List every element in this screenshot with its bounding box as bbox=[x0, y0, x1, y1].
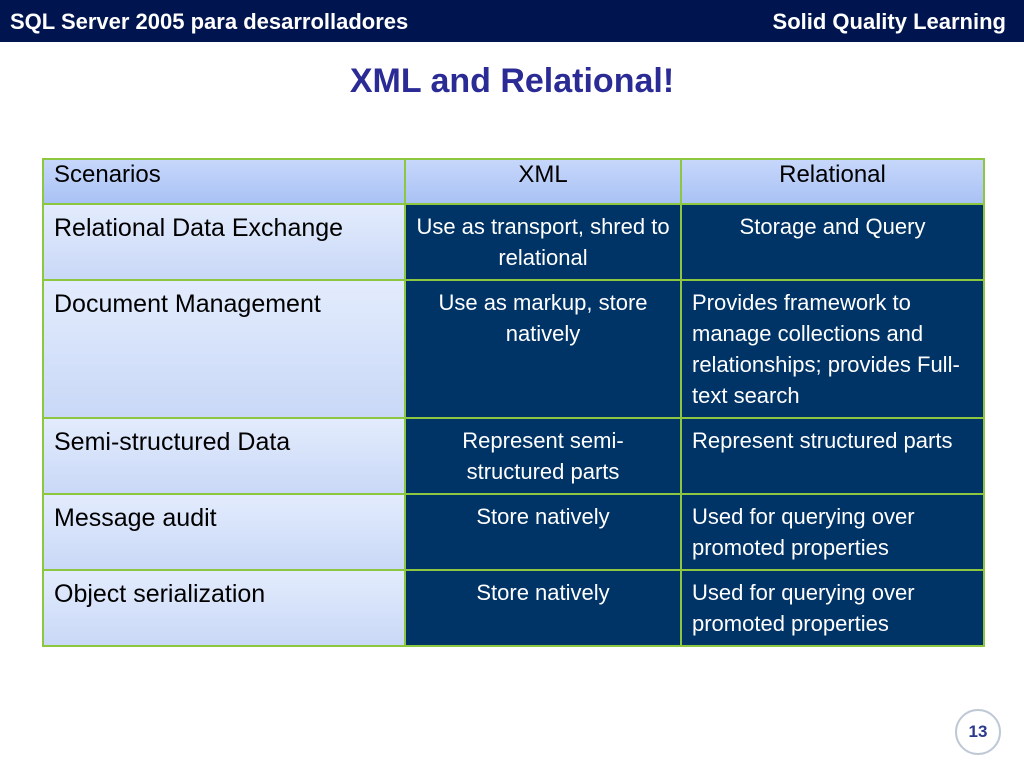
scenario-cell: Relational Data Exchange bbox=[42, 203, 406, 281]
page-number-badge: 13 bbox=[955, 709, 1001, 755]
table-row: Relational Data Exchange Use as transpor… bbox=[42, 203, 985, 281]
relational-cell: Represent structured parts bbox=[680, 417, 985, 495]
xml-cell: Represent semi-structured parts bbox=[404, 417, 682, 495]
xml-cell: Use as markup, store natively bbox=[404, 279, 682, 419]
relational-cell: Used for querying over promoted properti… bbox=[680, 493, 985, 571]
relational-cell: Storage and Query bbox=[680, 203, 985, 281]
company-name: Solid Quality Learning bbox=[772, 9, 1006, 34]
xml-cell: Store natively bbox=[404, 493, 682, 571]
table-header-row: Scenarios XML Relational bbox=[42, 158, 985, 205]
course-title: SQL Server 2005 para desarrolladores bbox=[10, 9, 409, 34]
slide-title: XML and Relational! bbox=[349, 62, 675, 100]
relational-cell: Provides framework to manage collections… bbox=[680, 279, 985, 419]
xml-cell: Use as transport, shred to relational bbox=[404, 203, 682, 281]
comparison-table: Scenarios XML Relational Relational Data… bbox=[42, 158, 985, 647]
scenario-cell: Message audit bbox=[42, 493, 406, 571]
column-header-relational: Relational bbox=[680, 158, 985, 205]
column-header-xml: XML bbox=[404, 158, 682, 205]
table-row: Message audit Store natively Used for qu… bbox=[42, 493, 985, 571]
relational-cell: Used for querying over promoted properti… bbox=[680, 569, 985, 647]
table-row: Semi-structured Data Represent semi-stru… bbox=[42, 417, 985, 495]
table-row: Document Management Use as markup, store… bbox=[42, 279, 985, 419]
scenario-cell: Document Management bbox=[42, 279, 406, 419]
scenario-cell: Object serialization bbox=[42, 569, 406, 647]
scenario-cell: Semi-structured Data bbox=[42, 417, 406, 495]
table-row: Object serialization Store natively Used… bbox=[42, 569, 985, 647]
column-header-scenarios: Scenarios bbox=[42, 158, 406, 205]
xml-cell: Store natively bbox=[404, 569, 682, 647]
header-bar: SQL Server 2005 para desarrolladores Sol… bbox=[0, 0, 1024, 42]
